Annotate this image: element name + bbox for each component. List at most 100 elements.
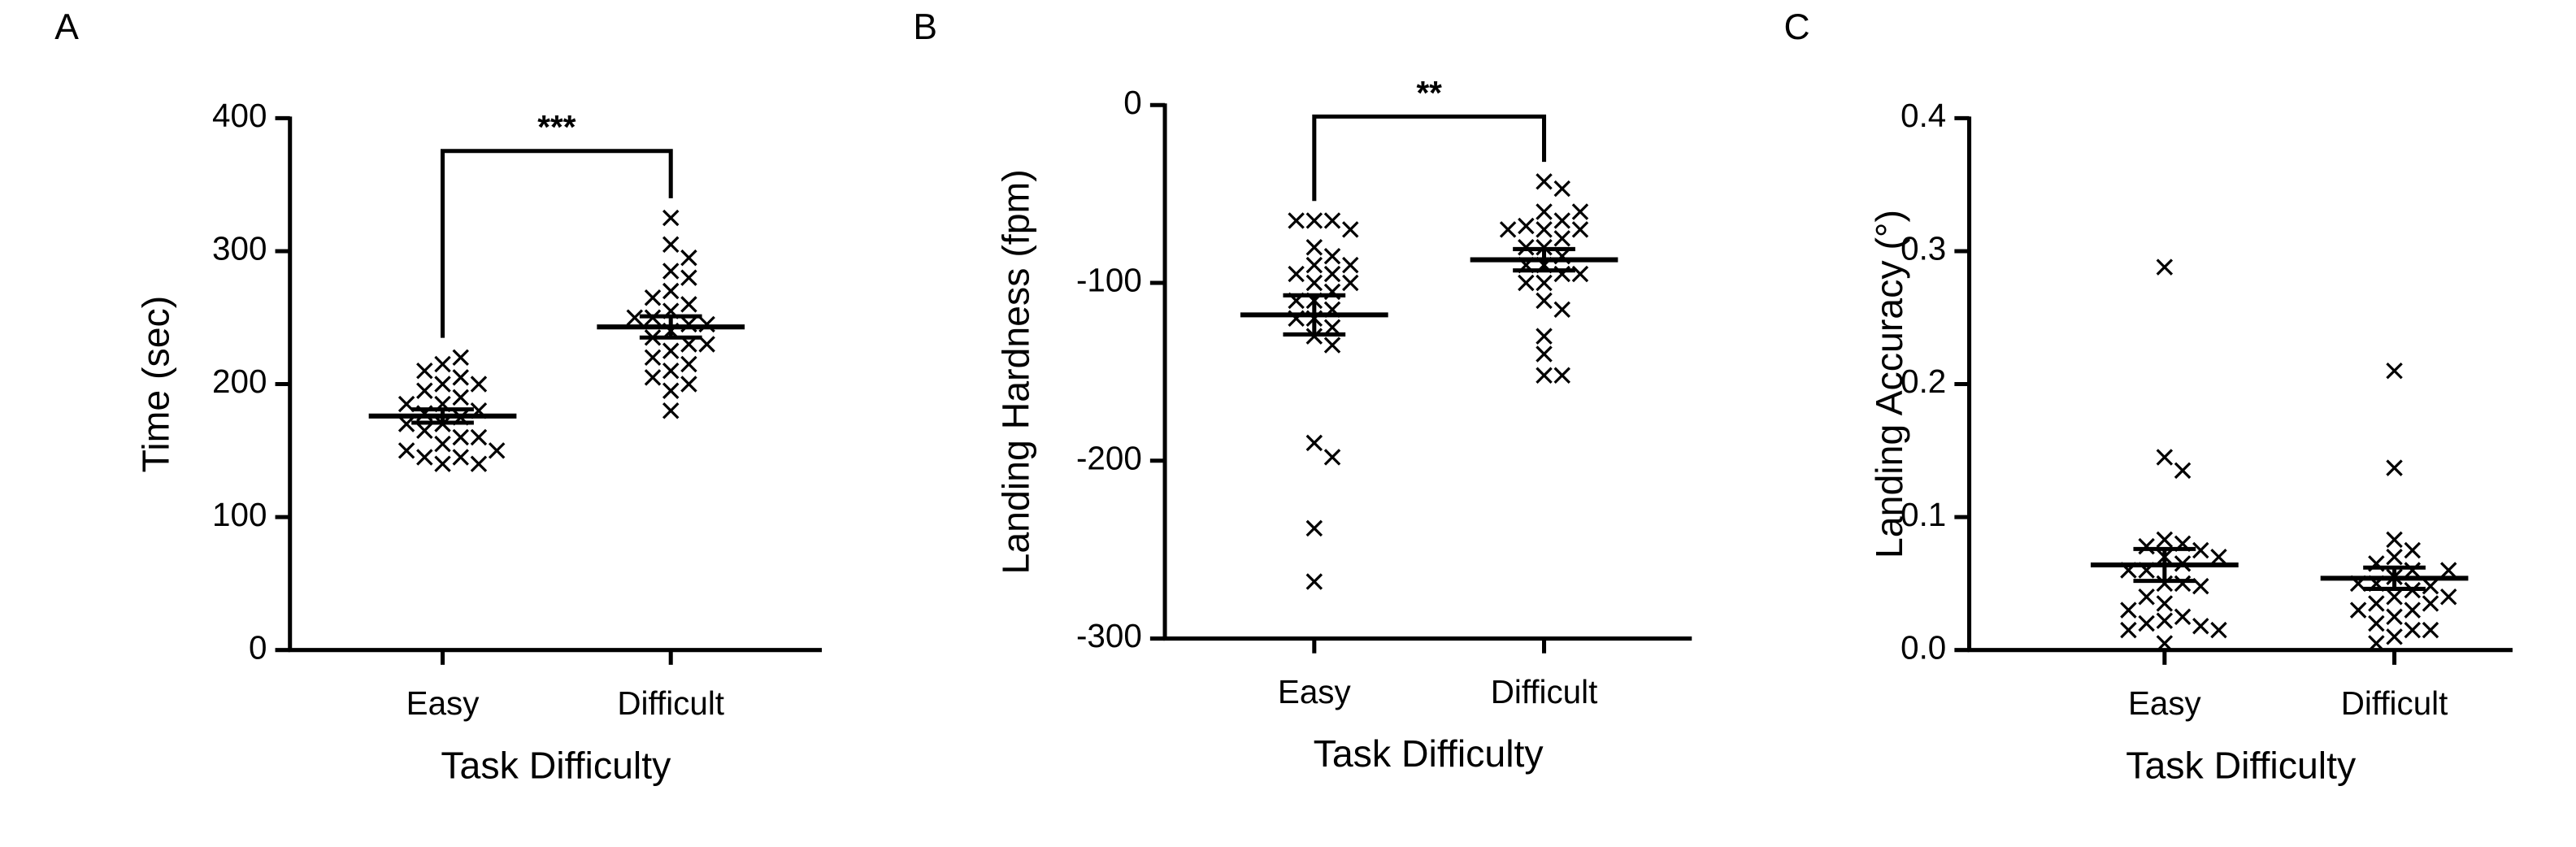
data-point [2386, 531, 2403, 549]
data-point [2439, 589, 2457, 606]
data-point [680, 249, 697, 267]
data-point [1305, 573, 1323, 590]
significance-bracket [1312, 114, 1547, 202]
data-point [1553, 230, 1570, 247]
data-point [2174, 575, 2192, 593]
data-point [1571, 203, 1589, 220]
data-point [1536, 173, 1553, 190]
significance-bracket [440, 149, 673, 338]
data-point [2138, 537, 2155, 555]
panel-label: C [1783, 7, 1809, 47]
error-bar [1283, 293, 1346, 337]
error-bar [639, 314, 702, 340]
data-point [626, 309, 644, 326]
data-point [2156, 449, 2174, 466]
data-point [1536, 367, 1553, 384]
data-point [2368, 635, 2385, 652]
y-tick-label: 0.3 [1901, 230, 1946, 267]
data-point [680, 269, 697, 286]
data-point [2156, 635, 2174, 652]
data-point [1536, 203, 1553, 220]
data-point [1571, 221, 1589, 238]
x-tick-label: Difficult [2341, 684, 2448, 722]
x-axis-label: Task Difficulty [1314, 732, 1544, 775]
significance-label: ** [1416, 74, 1442, 111]
data-point [1536, 221, 1553, 238]
data-point [434, 435, 451, 453]
data-point [2349, 602, 2367, 619]
y-tick-label: 100 [212, 496, 267, 533]
data-point [2422, 595, 2439, 612]
data-point [2386, 589, 2403, 606]
x-tick-label: Easy [406, 684, 480, 722]
data-point [1305, 274, 1323, 292]
data-point [2174, 608, 2192, 626]
data-point [2156, 612, 2174, 629]
y-tick-label: 0.4 [1901, 97, 1946, 134]
x-axis-label: Task Difficulty [441, 744, 671, 786]
data-point [1288, 265, 1305, 283]
data-point [662, 236, 680, 254]
data-point [1323, 265, 1341, 283]
data-point [1518, 274, 1535, 292]
data-point [452, 349, 469, 367]
data-point [2404, 562, 2422, 579]
data-point [1323, 449, 1341, 466]
data-point [2439, 562, 2457, 579]
data-point [662, 209, 680, 227]
data-point [470, 455, 488, 472]
data-point [662, 362, 680, 380]
error-bar [1513, 246, 1575, 273]
y-tick-label: -100 [1076, 262, 1142, 299]
data-point [2192, 618, 2209, 635]
y-tick-label: 0 [249, 628, 267, 666]
data-point [1553, 301, 1570, 319]
data-point [1305, 519, 1323, 537]
data-point [2386, 548, 2403, 566]
data-point [2422, 577, 2439, 595]
data-point [2422, 621, 2439, 639]
data-point [680, 315, 697, 333]
data-point [662, 402, 680, 419]
data-point [2368, 595, 2385, 612]
data-point [1323, 319, 1341, 336]
error-bar [411, 407, 474, 425]
y-tick-label: 0 [1123, 84, 1141, 121]
data-point [1323, 337, 1341, 354]
x-tick-label: Easy [1278, 673, 1352, 710]
data-point [488, 442, 506, 459]
data-point [2386, 459, 2403, 476]
data-point [662, 342, 680, 359]
data-point [1323, 247, 1341, 265]
data-point [416, 422, 433, 440]
data-point [1305, 239, 1323, 256]
data-point [2386, 628, 2403, 645]
data-point [662, 263, 680, 280]
data-point [416, 362, 433, 380]
y-tick-label: 200 [212, 363, 267, 400]
y-tick-label: 0.1 [1901, 496, 1946, 533]
data-point [1553, 180, 1570, 198]
panel-label: B [913, 7, 937, 47]
y-axis-label: Time (sec) [134, 296, 176, 473]
error-bar [2133, 546, 2196, 584]
data-point [680, 296, 697, 313]
data-point [470, 428, 488, 446]
data-point [416, 449, 433, 466]
data-point [1553, 212, 1570, 229]
data-point [2192, 541, 2209, 559]
data-point [1288, 212, 1305, 229]
data-point [452, 428, 469, 446]
x-tick-label: Easy [2128, 684, 2202, 722]
data-point [1553, 367, 1570, 384]
data-point [2156, 258, 2174, 276]
data-point [1536, 345, 1553, 363]
data-point [452, 369, 469, 386]
y-axis-label: Landing Accuracy (°) [1868, 210, 1910, 558]
data-point [698, 315, 715, 333]
data-point [1499, 221, 1517, 238]
y-tick-label: 0.0 [1901, 628, 1946, 666]
data-point [1342, 256, 1359, 274]
error-bar [2363, 565, 2426, 591]
